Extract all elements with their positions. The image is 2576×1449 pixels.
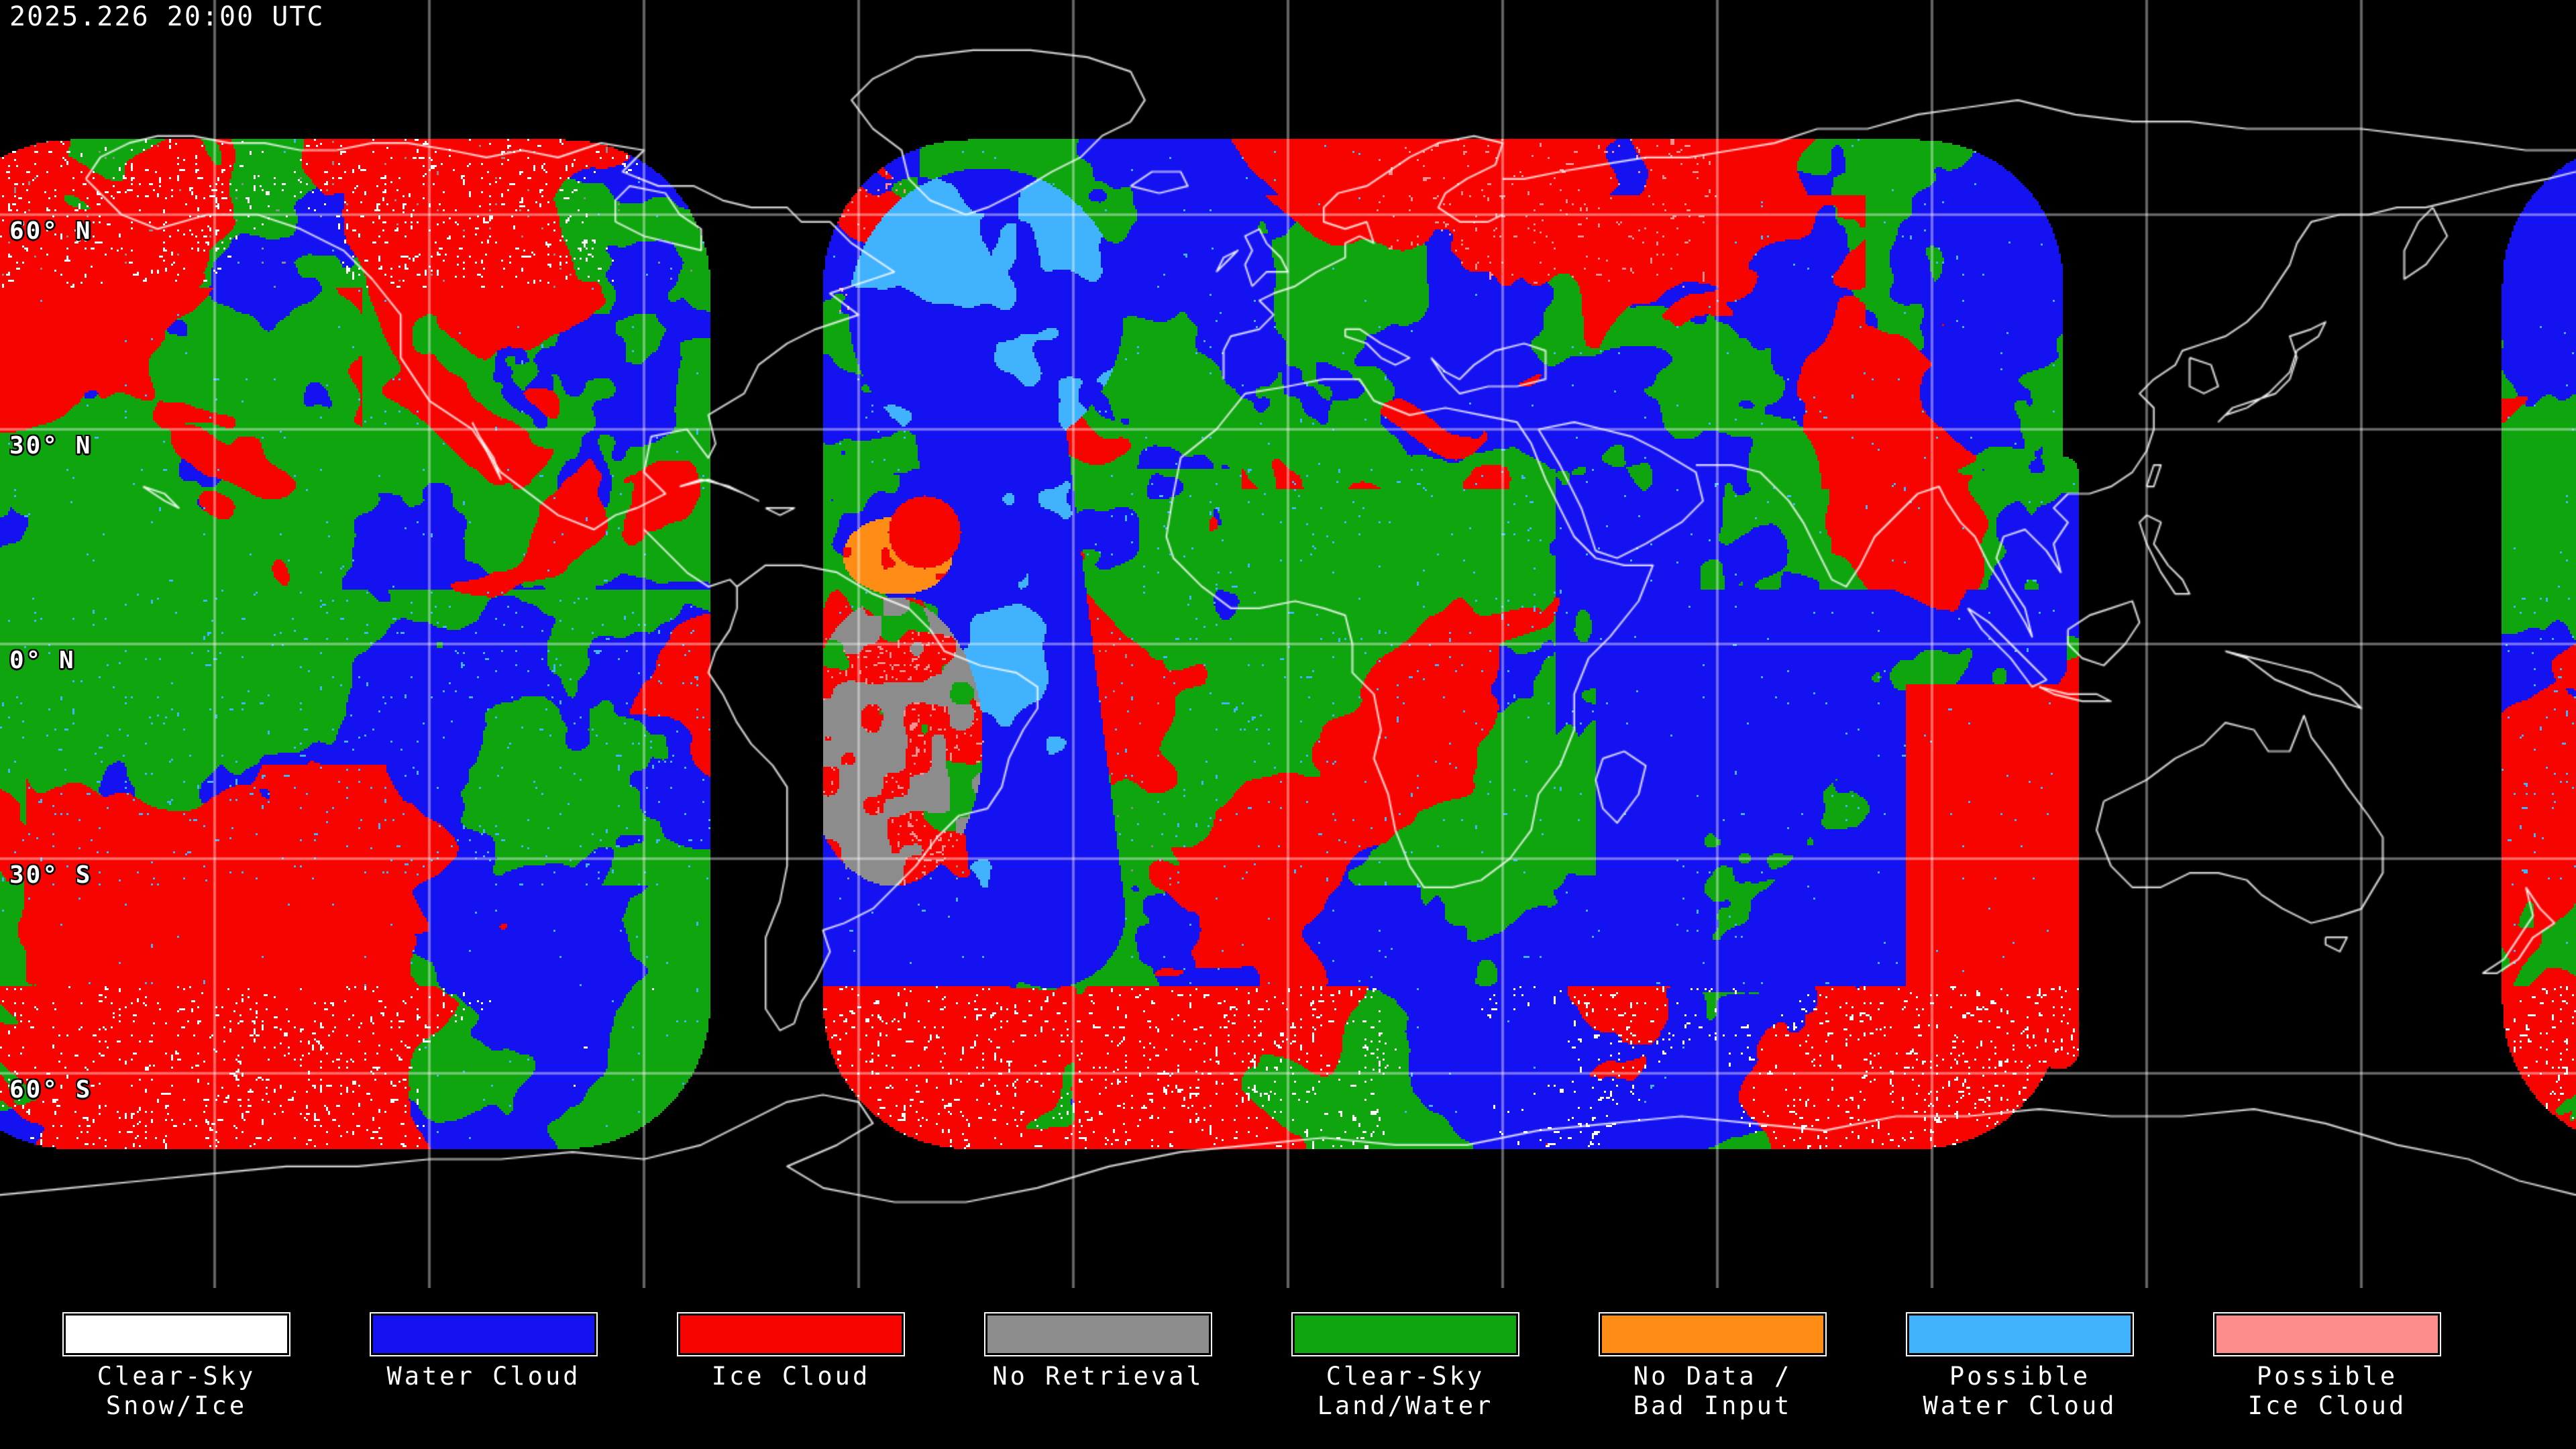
legend-item: Possible Ice Cloud	[2174, 1312, 2481, 1421]
legend-swatch-fill	[987, 1316, 1209, 1353]
legend-swatch-fill	[66, 1316, 287, 1353]
legend-label: Clear-Sky Land/Water	[1252, 1362, 1559, 1421]
legend-swatch	[1291, 1312, 1519, 1356]
legend-item: Clear-Sky Land/Water	[1252, 1312, 1559, 1421]
timestamp-label: 2025.226 20:00 UTC	[9, 1, 325, 32]
legend-label: Possible Ice Cloud	[2174, 1362, 2481, 1421]
legend-label: Possible Water Cloud	[1866, 1362, 2174, 1421]
legend-label: Ice Cloud	[637, 1362, 945, 1391]
legend-label: No Retrieval	[945, 1362, 1252, 1391]
legend-label-line: Ice Cloud	[2247, 1391, 2407, 1420]
latitude-label: 60° N	[9, 217, 93, 245]
legend-swatch-fill	[1602, 1316, 1823, 1353]
legend-swatch-fill	[1909, 1316, 2131, 1353]
legend-label: No Data / Bad Input	[1559, 1362, 1866, 1421]
legend-swatch	[984, 1312, 1212, 1356]
legend-label-line: Bad Input	[1633, 1391, 1792, 1420]
legend-swatch	[370, 1312, 598, 1356]
legend-swatch	[2213, 1312, 2441, 1356]
latitude-label: 60° S	[9, 1076, 93, 1104]
legend-swatch	[62, 1312, 290, 1356]
legend-label-line: Clear-Sky	[1326, 1362, 1485, 1391]
legend-item: Possible Water Cloud	[1866, 1312, 2174, 1421]
legend-label-line: Water Cloud	[1923, 1391, 2117, 1420]
latitude-label: 30° S	[9, 861, 93, 889]
legend-swatch-fill	[373, 1316, 594, 1353]
legend-label-line: Ice Cloud	[711, 1362, 871, 1391]
legend-label-line: Land/Water	[1317, 1391, 1494, 1420]
legend-item: Ice Cloud	[637, 1312, 945, 1391]
latitude-label: 30° N	[9, 432, 93, 460]
legend-label: Clear-Sky Snow/Ice	[23, 1362, 330, 1421]
map-grid-coastline-overlay-canvas	[0, 0, 2576, 1288]
legend-swatch-fill	[680, 1316, 902, 1353]
legend-item: Water Cloud	[330, 1312, 637, 1391]
legend-item: Clear-Sky Snow/Ice	[23, 1312, 330, 1421]
legend-swatch	[677, 1312, 905, 1356]
latitude-label: 0° N	[9, 647, 76, 674]
legend-label-line: Snow/Ice	[105, 1391, 248, 1420]
legend-label-line: Possible	[1949, 1362, 2091, 1391]
legend-swatch	[1906, 1312, 2134, 1356]
legend-swatch	[1599, 1312, 1827, 1356]
legend-label-line: No Data /	[1633, 1362, 1792, 1391]
legend-label-line: Clear-Sky	[97, 1362, 256, 1391]
legend-label-line: No Retrieval	[992, 1362, 1204, 1391]
legend-label-line: Possible	[2256, 1362, 2398, 1391]
legend-swatch-fill	[2216, 1316, 2438, 1353]
legend-swatch-fill	[1295, 1316, 1516, 1353]
legend-label-line: Water Cloud	[386, 1362, 581, 1391]
legend-item: No Retrieval	[945, 1312, 1252, 1391]
legend-label: Water Cloud	[330, 1362, 637, 1391]
legend-item: No Data / Bad Input	[1559, 1312, 1866, 1421]
legend-bar: Clear-Sky Snow/Ice Water Cloud Ice Cloud No …	[0, 1288, 2576, 1449]
